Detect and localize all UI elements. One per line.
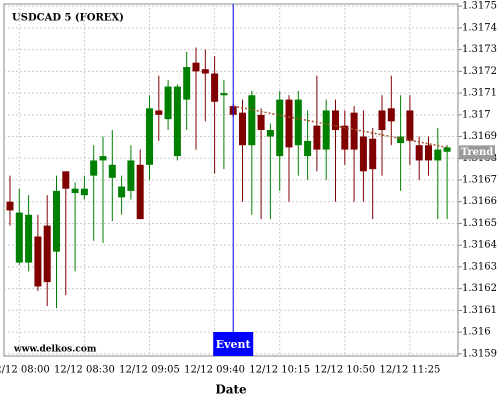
candle-body [294,99,302,146]
y-tick-label: 1.3159 [462,348,497,359]
candle-body [239,112,246,146]
candle-body [80,188,88,196]
trend-label: Trend [461,147,494,158]
trend-label-box [459,145,495,160]
candle-body [406,110,414,141]
candle-body [118,186,126,198]
candle-body [434,149,442,161]
candle-body [415,145,423,161]
y-tick-label: 1.3172 [462,66,497,77]
x-tick-label: 12/12 08:00 [0,365,50,376]
candle-body [350,112,358,150]
y-tick-label: 1.3171 [462,88,497,99]
candle-body [266,130,274,137]
candle-body [15,212,23,263]
candle-body [332,110,339,131]
candle-body [164,86,172,120]
event-label-box [213,332,254,356]
candle-body [359,136,367,172]
candle-body [248,95,256,146]
candle-body [127,160,135,191]
candle-body [369,138,377,170]
y-tick-label: 1.3165 [462,218,497,229]
candle-body [136,164,144,220]
candle-body [90,160,98,176]
candle-body [53,190,60,252]
y-tick-label: 1.3175 [462,1,497,12]
y-tick-label: 1.3166 [462,196,497,207]
x-tick-label: 12/12 11:25 [379,365,440,376]
candle-body [173,86,181,157]
candle-body [220,93,228,96]
candle-body [211,73,219,102]
y-tick-label: 1.3161 [462,305,497,316]
y-tick-label: 1.3163 [462,261,497,272]
y-tick-label: 1.3162 [462,283,497,294]
candle-body [425,145,432,161]
candle-body [341,125,349,150]
y-tick-label: 1.3174 [462,22,497,33]
candle-body [304,140,312,157]
candle-body [285,99,293,148]
candle-body [387,108,395,122]
y-tick-label: 1.3173 [462,44,497,55]
x-tick-label: 12/12 10:15 [249,365,310,376]
candle-body [378,110,386,131]
y-tick-label: 1.316 [462,327,491,338]
candle-body [25,214,33,263]
y-tick-label: 1.3167 [462,175,497,186]
candle-body [276,99,284,157]
candle-body [99,156,107,161]
candle-body [183,67,191,100]
candle-body [62,171,70,189]
x-tick-label: 12/12 08:30 [54,365,115,376]
candle-body [71,188,79,194]
candle-body [108,164,116,178]
event-label: Event [216,338,252,351]
candle-body [146,108,153,165]
candle-body [43,225,51,283]
candle-body [155,110,163,115]
candle-body [257,114,265,131]
candle-body [34,236,42,287]
candle-body [201,69,209,74]
chart-title: USDCAD 5 (FOREX) [12,13,124,24]
candle-body [192,62,200,72]
y-tick-label: 1.3164 [462,240,497,251]
candle-body [397,136,405,144]
x-tick-label: 12/12 09:05 [119,365,180,376]
y-tick-label: 1.317 [462,109,491,120]
x-axis-label: Date [215,383,247,397]
candle-body [443,147,451,152]
candle-body [322,110,330,150]
trend-line [233,105,448,149]
y-tick-label: 1.3169 [462,131,497,142]
candle-body [6,201,14,211]
watermark: www.delkos.com [13,345,97,355]
x-tick-label: 12/12 09:40 [184,365,245,376]
x-tick-label: 12/12 10:50 [314,365,375,376]
candle-body [313,125,321,150]
